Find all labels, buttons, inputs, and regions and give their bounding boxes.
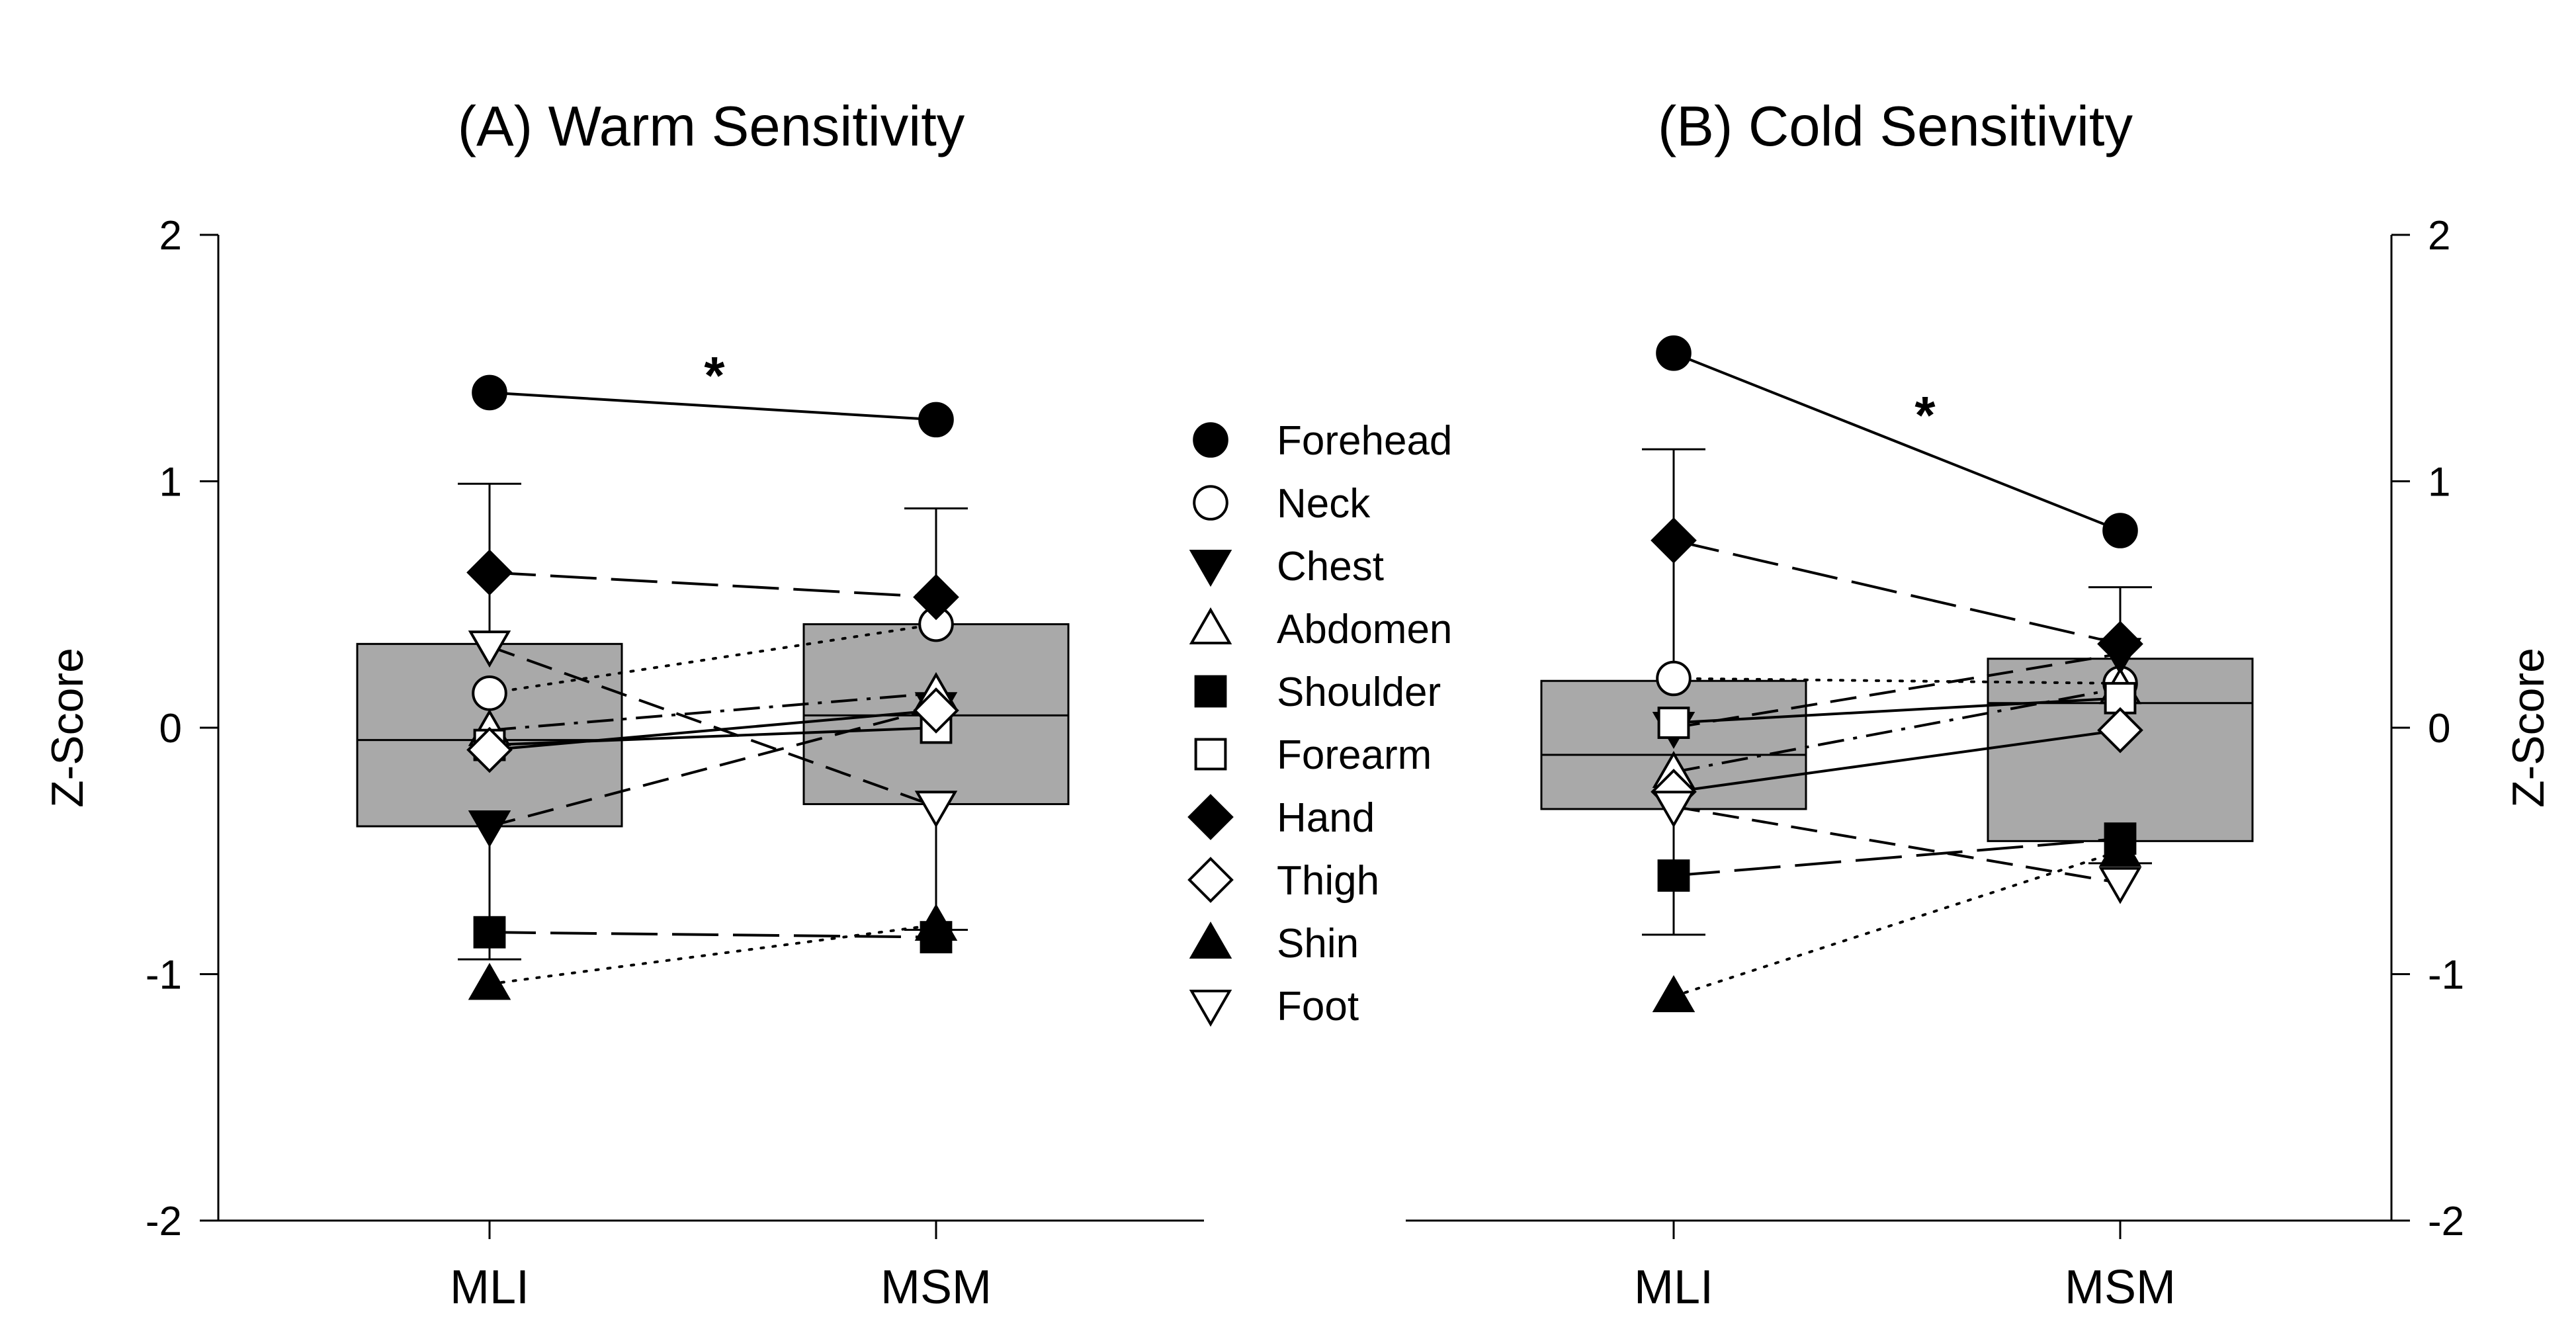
data-point-foot: [1652, 791, 1696, 828]
data-point-shin: [914, 903, 958, 941]
legend-marker: [1193, 485, 1228, 521]
series-line-neck: [488, 623, 937, 695]
significance-star: *: [704, 346, 725, 405]
data-point-shoulder: [1657, 859, 1690, 892]
series-line-hand: [489, 571, 937, 599]
significance-star: *: [1914, 386, 1936, 445]
legend-marker: [1189, 607, 1232, 644]
y-tick-label: 2: [159, 213, 182, 259]
legend-marker: [1187, 794, 1234, 840]
y-tick-label: 1: [159, 460, 182, 505]
y-tick-label: -2: [146, 1199, 182, 1244]
y-axis-label: Z-Score: [42, 648, 93, 808]
y-tick-label: 1: [2428, 460, 2450, 505]
legend: Forehead Neck Chest Abdomen Shoulder Forearm H…: [1187, 418, 1452, 1029]
x-tick-label: MLI: [450, 1261, 529, 1314]
data-point-foot: [468, 630, 511, 668]
legend-label: Chest: [1277, 544, 1384, 589]
y-tick-label: -2: [2428, 1199, 2464, 1244]
legend-marker: [1187, 857, 1234, 903]
data-point-hand: [2097, 621, 2143, 668]
y-axis-label: Z-Score: [2503, 648, 2554, 808]
panel-warm-sensitivity: (A) Warm Sensitivity -2 -1 0 1 2 Z-Score MLI MSM…: [42, 95, 1204, 1314]
data-point-chest: [468, 810, 511, 848]
data-point-thigh: [466, 726, 513, 773]
panel-cold-sensitivity: (B) Cold Sensitivity -2 -1 0 1 2 Z-Score MLI MSM…: [1406, 95, 2554, 1314]
series-line-forehead: [1673, 351, 2121, 532]
data-point-shin: [468, 963, 511, 1000]
data-point-thigh: [913, 687, 959, 734]
data-point-hand: [1651, 517, 1697, 564]
series-line-shoulder: [1673, 837, 2121, 877]
legend-label: Hand: [1277, 795, 1375, 841]
x-tick-label: MSM: [880, 1261, 992, 1314]
data-point-thigh: [2097, 707, 2143, 754]
legend-label: Forearm: [1277, 732, 1432, 778]
data-point-foot: [2098, 867, 2142, 904]
data-point-hand: [466, 549, 513, 596]
data-point-shoulder: [473, 916, 506, 949]
legend-label: Shoulder: [1277, 670, 1441, 715]
series-line-shoulder: [489, 931, 937, 939]
series-line-shin: [1672, 849, 2122, 998]
legend-label: Shin: [1277, 921, 1359, 967]
legend-label: Foot: [1277, 984, 1359, 1029]
data-point-forehead: [1656, 335, 1692, 371]
chart-title: (B) Cold Sensitivity: [1658, 95, 2133, 158]
data-point-forearm: [1657, 707, 1690, 739]
y-tick-label: 0: [159, 706, 182, 752]
series-line-forehead: [489, 391, 937, 421]
y-tick-label: -1: [2428, 953, 2464, 998]
legend-label: Neck: [1277, 481, 1371, 527]
legend-label: Forehead: [1277, 418, 1452, 464]
series-line-thigh: [489, 709, 937, 752]
series-line-chest: [1673, 652, 2121, 729]
legend-marker: [1189, 990, 1232, 1027]
data-point-forehead: [918, 402, 954, 438]
y-tick-label: 0: [2428, 706, 2450, 752]
legend-marker: [1189, 550, 1232, 587]
data-point-neck: [472, 675, 507, 711]
series-line-hand: [1673, 539, 2121, 646]
series-line-foot: [1673, 805, 2121, 885]
y-tick-label: 2: [2428, 213, 2450, 259]
legend-label: Thigh: [1277, 858, 1379, 904]
data-point-forehead: [2102, 513, 2138, 548]
series-line-neck: [1672, 677, 2122, 685]
data-point-forehead: [472, 374, 507, 411]
legend-marker: [1194, 675, 1227, 708]
series-line-thigh: [1673, 728, 2121, 793]
y-tick-label: -1: [146, 953, 182, 998]
data-point-shin: [2098, 830, 2142, 867]
series-line-forearm: [1673, 697, 2121, 724]
data-point-shin: [1652, 975, 1696, 1013]
chart-title: (A) Warm Sensitivity: [458, 95, 965, 158]
series-line-shin: [488, 924, 937, 986]
x-tick-label: MLI: [1634, 1261, 1713, 1314]
legend-label: Abdomen: [1277, 607, 1452, 652]
data-point-neck: [1656, 660, 1692, 697]
x-tick-label: MSM: [2065, 1261, 2176, 1314]
legend-marker: [1194, 738, 1227, 771]
series-line-abdomen: [489, 691, 937, 732]
legend-marker: [1189, 921, 1232, 959]
data-point-foot: [914, 791, 958, 828]
data-point-hand: [913, 574, 959, 621]
legend-marker: [1193, 422, 1228, 458]
